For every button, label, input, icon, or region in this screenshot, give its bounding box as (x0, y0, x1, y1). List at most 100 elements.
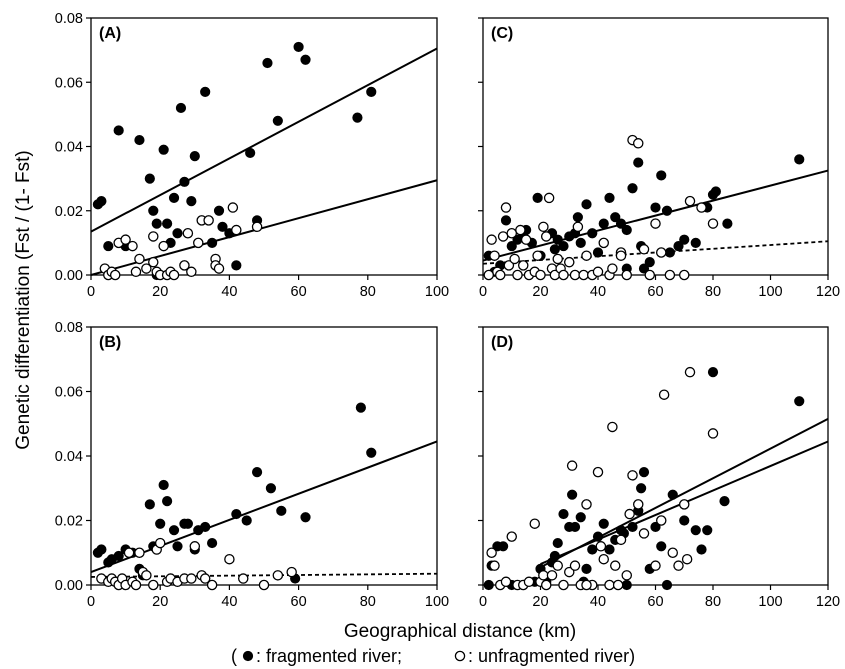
unfragmented-point (679, 499, 690, 510)
unfragmented-point (658, 389, 670, 400)
unfragmented-point (552, 253, 564, 265)
unfragmented-point (134, 253, 145, 265)
unfragmented-point (130, 266, 142, 278)
scatter-panel: 0 20 40 60 80 100 0.00 0.02 0.04 0.06 0.08 (B) (55, 320, 449, 610)
x-tick-label: 60 (647, 284, 663, 300)
fragmented-point (217, 221, 228, 232)
unfragmented-point (258, 579, 270, 591)
unfragmented-point (572, 221, 584, 233)
unfragmented-point (189, 541, 201, 552)
unfragmented-point (486, 547, 497, 559)
x-tick-label: 40 (590, 284, 606, 300)
unfragmented-point (158, 240, 169, 252)
fragmented-point (158, 479, 169, 491)
fragmented-point (794, 396, 805, 407)
x-tick-label: 80 (360, 284, 376, 300)
unfragmented-point (224, 553, 235, 565)
fragmented-point (722, 218, 733, 229)
unfragmented-point (489, 250, 500, 261)
fragmented-point (172, 541, 183, 552)
unfragmented-point (633, 138, 644, 149)
fragmented-point (707, 367, 719, 378)
fragmented-point (506, 240, 517, 252)
unfragmented-point (231, 224, 242, 236)
fragmented-point (113, 125, 124, 136)
fragmented-point (262, 57, 273, 69)
y-tick-label: 0.02 (55, 514, 83, 530)
fragmented-point (644, 257, 655, 268)
fragmented-point (552, 234, 563, 245)
scatter-panel: 0 20 40 60 80 100 120 (C) (478, 17, 840, 300)
fragmented-point (679, 515, 690, 526)
fragmented-point (575, 512, 586, 523)
fragmented-point (549, 550, 560, 562)
unfragmented-point (558, 579, 569, 591)
unfragmented-point (681, 553, 693, 565)
unfragmented-point (696, 202, 707, 213)
unfragmented-point (595, 541, 607, 552)
unfragmented-point (607, 421, 618, 433)
fragmented-point (567, 489, 578, 500)
fragmented-point (532, 192, 543, 203)
unfragmented-point (592, 466, 604, 478)
fragmented-point (558, 508, 569, 520)
fragmented-point (627, 183, 638, 194)
unfragmented-point (227, 202, 239, 213)
unfragmented-point (581, 250, 592, 261)
fragmented-point (498, 541, 509, 552)
unfragmented-point (141, 570, 152, 581)
scatter-panel: 0 20 40 60 80 100 120 (D) (478, 326, 840, 610)
fragmented-point (604, 544, 615, 555)
fragmented-point (638, 263, 650, 274)
unfragmented-point (679, 269, 690, 281)
unfragmented-point (667, 547, 679, 559)
unfragmented-point (581, 579, 592, 591)
legend-line: ( : fragmented river; : unfragmented riv… (231, 646, 635, 666)
fragmented-point (587, 544, 598, 555)
unfragmented-point (515, 224, 526, 236)
unfragmented-point (186, 266, 197, 278)
fragmented-point (162, 218, 173, 229)
panel-label: (B) (99, 334, 121, 351)
unfragmented-point (186, 573, 197, 584)
x-tick-label: 0 (479, 284, 487, 300)
fragmented-point (552, 537, 563, 549)
unfragmented-point (552, 560, 564, 571)
unfragmented-point (179, 260, 190, 271)
fragmented-point (272, 115, 283, 126)
legend-fragmented-marker (242, 650, 254, 662)
fragmented-point (168, 525, 180, 536)
fragmented-point (690, 525, 701, 536)
unfragmented-point (578, 269, 589, 281)
regression-line (482, 169, 829, 262)
fragmented-point (581, 563, 592, 574)
fragmented-point (366, 86, 377, 97)
fragmented-point (162, 496, 173, 507)
fragmented-point (231, 260, 242, 271)
fragmented-point (175, 102, 187, 114)
fragmented-point (690, 237, 701, 248)
unfragmented-point (203, 215, 214, 226)
legend-open-paren: ( (231, 646, 237, 666)
fragmented-point (587, 228, 598, 239)
y-tick-label: 0.02 (55, 204, 83, 220)
unfragmented-point (489, 560, 500, 571)
unfragmented-point (650, 560, 661, 571)
fragmented-point (710, 186, 721, 197)
fragmented-point (558, 240, 569, 252)
unfragmented-point (541, 231, 552, 242)
fragmented-point (144, 173, 155, 184)
fragmented-point (636, 483, 647, 494)
x-tick-label: 80 (705, 594, 721, 610)
unfragmented-point (612, 579, 624, 591)
unfragmented-point (120, 234, 131, 245)
fragmented-point (300, 512, 311, 523)
unfragmented-point (506, 531, 517, 542)
x-tick-label: 120 (816, 284, 840, 300)
unfragmented-point (546, 570, 558, 581)
x-tick-label: 60 (647, 594, 663, 610)
unfragmented-point (206, 579, 218, 591)
x-tick-label: 0 (87, 284, 95, 300)
fragmented-point (604, 192, 615, 203)
